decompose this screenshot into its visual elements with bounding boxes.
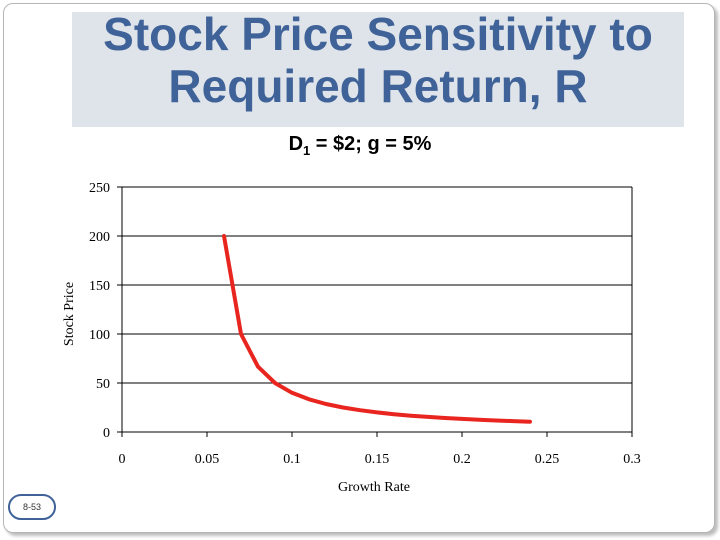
chart-subtitle: D1 = $2; g = 5% bbox=[170, 133, 550, 158]
slide-title: Stock Price Sensitivity to Required Retu… bbox=[72, 8, 684, 112]
x-tick-label: 0.2 bbox=[453, 452, 471, 467]
series-line-stock-price bbox=[222, 234, 532, 424]
y-tick-label: 100 bbox=[89, 328, 110, 343]
y-tick-label: 0 bbox=[103, 426, 110, 441]
y-tick-label: 50 bbox=[96, 377, 110, 392]
y-tick-label: 250 bbox=[89, 181, 110, 196]
y-tick-label: 200 bbox=[89, 230, 110, 245]
x-tick-label: 0.1 bbox=[283, 452, 301, 467]
title-background bbox=[72, 12, 684, 127]
chart-grid bbox=[122, 186, 632, 433]
x-tick-label: 0.05 bbox=[195, 452, 220, 467]
y-tick-label: 150 bbox=[89, 279, 110, 294]
x-tick-label: 0.15 bbox=[365, 452, 390, 467]
y-tick-labels: 0 50 100 150 200 250 bbox=[89, 181, 122, 441]
subtitle-suffix: = $2; g = 5% bbox=[310, 133, 432, 155]
x-tick-label: 0.25 bbox=[535, 452, 560, 467]
y-axis-label: Stock Price bbox=[62, 282, 77, 346]
x-tick-label: 0 bbox=[119, 452, 126, 467]
x-tick-labels: 0 0.05 0.1 0.15 0.2 0.25 0.3 bbox=[119, 432, 641, 467]
slide-title-line-1: Stock Price Sensitivity to bbox=[103, 8, 653, 60]
x-tick-label: 0.3 bbox=[623, 452, 641, 467]
slide-title-line-2: Required Return, R bbox=[168, 60, 588, 112]
subtitle-prefix: D bbox=[288, 133, 304, 155]
subtitle-subscript: 1 bbox=[303, 143, 311, 158]
x-axis-label: Growth Rate bbox=[338, 480, 410, 495]
slide-number-badge: 8-53 bbox=[8, 494, 56, 520]
